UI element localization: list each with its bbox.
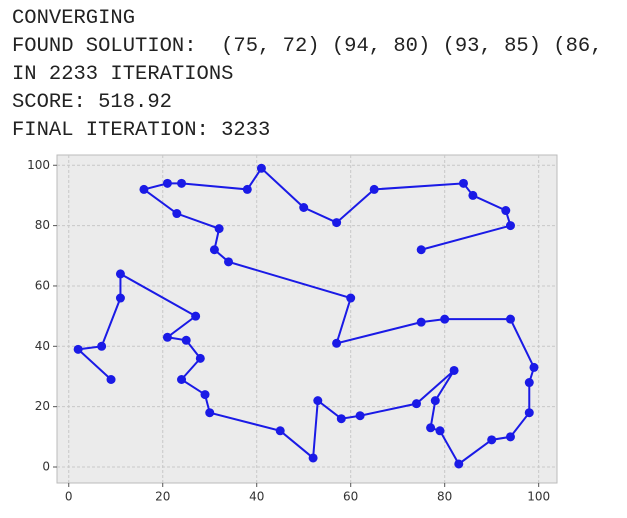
route-point [430,396,440,406]
route-point [177,178,187,188]
route-point [191,311,201,321]
output-line: SCORE: 518.92 [12,91,172,114]
route-point [355,411,365,421]
route-point [332,338,342,348]
y-tick-label: 20 [35,399,50,413]
x-tick-label: 60 [343,490,358,504]
y-tick-label: 40 [35,339,50,353]
route-point [468,190,478,200]
route-point [454,459,464,469]
route-point [214,224,224,234]
y-tick-label: 0 [42,460,50,474]
output-line: FINAL ITERATION: 3233 [12,119,270,142]
y-tick-label: 60 [35,278,50,292]
route-point [209,245,219,255]
y-tick-label: 100 [27,158,50,172]
route-point [106,375,116,385]
route-point [416,245,426,255]
route-point [115,269,125,279]
route-point [200,390,210,400]
route-point [505,221,515,231]
route-point [162,332,172,342]
x-tick-label: 20 [155,490,170,504]
route-point [242,184,252,194]
route-point [529,362,539,372]
route-point [308,453,318,463]
route-point [524,408,534,418]
x-tick-label: 40 [249,490,264,504]
route-point [440,314,450,324]
route-point [313,396,323,406]
route-point [505,432,515,442]
route-point [172,209,182,219]
route-point [97,341,107,351]
route-point [369,184,379,194]
route-point [299,203,309,213]
route-point [411,399,421,409]
output-line: FOUND SOLUTION: (75, 72) (94, 80) (93, 8… [12,35,603,58]
route-point [162,178,172,188]
route-point [505,314,515,324]
route-point [205,408,215,418]
route-point [177,375,187,385]
x-tick-label: 80 [437,490,452,504]
route-point [275,426,285,436]
route-point [501,206,511,216]
x-tick-label: 100 [527,490,550,504]
route-point [139,184,149,194]
route-point [332,218,342,228]
route-point [435,426,445,436]
route-point [256,163,266,173]
route-point [487,435,497,445]
y-tick-label: 80 [35,218,50,232]
route-point [195,353,205,363]
route-point [115,293,125,303]
route-point [224,257,234,267]
route-point [449,365,459,375]
route-point [346,293,356,303]
route-point [426,423,436,433]
route-point [416,317,426,327]
route-point [524,378,534,388]
route-point [336,414,346,424]
x-tick-label: 0 [65,490,73,504]
route-point [181,335,191,345]
output-line: CONVERGING [12,7,135,30]
route-point [458,178,468,188]
route-point [73,344,83,354]
output-line: IN 2233 ITERATIONS [12,63,233,86]
